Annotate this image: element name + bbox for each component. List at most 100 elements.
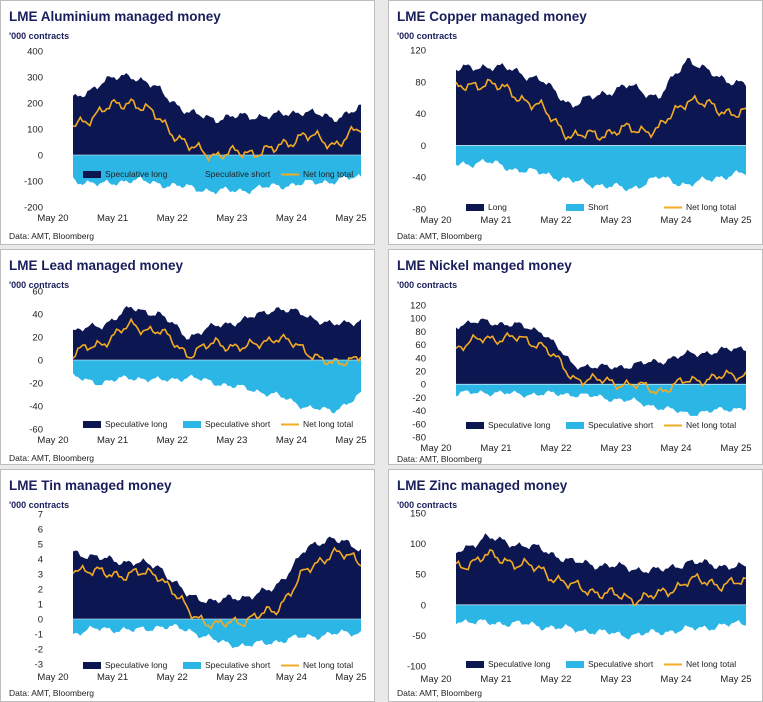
x-tick-label: May 21 [480,215,511,226]
x-tick-label: May 24 [276,213,307,224]
x-tick-label: May 20 [37,213,68,224]
chart-unit-label: '000 contracts [397,31,457,41]
y-tick-label: -50 [412,631,426,642]
y-tick-label: -20 [29,379,43,390]
chart-svg-copper: LME Copper managed money '000 contracts 12… [397,9,752,241]
x-tick-label: May 20 [37,435,68,446]
legend-swatch [83,171,101,178]
x-tick-label: May 25 [335,672,366,683]
y-tick-label: 80 [415,77,426,88]
x-tick-label: May 24 [276,672,307,683]
legend-swatch [566,422,584,429]
x-tick-label: May 21 [97,672,128,683]
y-tick-label: -1 [35,630,43,641]
chart-panel-zinc: LME Zinc managed money '000 contracts 150 1… [388,469,763,702]
x-tick-label: May 25 [335,435,366,446]
x-tick-label: May 22 [157,672,188,683]
series-area-short [456,604,746,640]
y-tick-label: 0 [38,615,43,626]
chart-unit-label: '000 contracts [9,280,69,290]
series-area-long [456,533,746,605]
y-tick-label: 60 [32,287,43,298]
chart-panel-nickel: LME Nickel manged money '000 contracts 120… [388,249,763,465]
legend-label: Speculative short [588,659,654,669]
legend-label: Speculative short [588,420,654,430]
series-line-net [72,546,362,630]
legend-swatch [566,204,584,211]
x-tick-label: May 23 [216,213,247,224]
y-tick-label: 0 [38,356,43,367]
series-area-short [456,384,746,416]
chart-title: LME Zinc managed money [397,478,568,493]
x-tick-label: May 23 [600,215,631,226]
legend-swatch [466,422,484,429]
y-tick-label: 40 [32,310,43,321]
y-tick-label: 0 [421,600,426,611]
series-line-net [72,98,362,163]
y-tick-label: -200 [24,203,43,214]
y-tick-label: -100 [407,662,426,673]
series-line-net [455,331,747,395]
y-tick-label: 100 [410,539,426,550]
legend-label: Speculative long [488,659,551,669]
x-tick-label: May 21 [97,435,128,446]
series-area-long [73,73,361,155]
series-area-short [73,155,361,195]
y-tick-label: -80 [412,205,426,216]
x-tick-label: May 23 [216,672,247,683]
chart-unit-label: '000 contracts [397,500,457,510]
chart-panel-aluminium: LME Aluminium managed money '000 contract… [0,0,375,245]
y-tick-label: 120 [410,301,426,312]
legend-swatch [466,661,484,668]
x-tick-label: May 20 [420,215,451,226]
legend-label: Speculative short [205,169,271,179]
y-tick-label: 4 [38,555,43,566]
x-tick-label: May 23 [600,443,631,454]
x-tick-label: May 21 [480,443,511,454]
legend-swatch [566,661,584,668]
chart-title: LME Copper managed money [397,9,587,24]
legend-label: Net long total [303,169,353,179]
chart-source: Data: AMT, Bloomberg [9,231,94,241]
legend-label: Net long total [303,419,353,429]
y-tick-label: 100 [410,314,426,325]
series-area-short [73,619,361,649]
y-tick-label: 2 [38,585,43,596]
y-tick-label: 3 [38,570,43,581]
x-tick-label: May 25 [720,443,751,454]
y-tick-label: -3 [35,660,43,671]
chart-source: Data: AMT, Bloomberg [9,453,94,463]
y-tick-label: -80 [412,433,426,444]
y-tick-label: -40 [412,406,426,417]
legend-swatch [183,421,201,428]
x-tick-label: May 24 [660,674,691,685]
x-tick-label: May 25 [720,674,751,685]
legend-label: Speculative short [205,660,271,670]
x-tick-label: May 21 [97,213,128,224]
legend-swatch [83,421,101,428]
x-tick-label: May 21 [480,674,511,685]
x-tick-label: May 25 [720,215,751,226]
x-tick-label: May 22 [157,213,188,224]
x-tick-label: May 20 [420,443,451,454]
y-tick-label: -40 [29,402,43,413]
legend-label: Speculative long [488,420,551,430]
y-tick-label: 400 [27,47,43,58]
legend-label: Net long total [686,202,736,212]
chart-source: Data: AMT, Bloomberg [397,688,482,698]
x-tick-label: May 23 [216,435,247,446]
y-tick-label: 0 [421,380,426,391]
x-tick-label: May 23 [600,674,631,685]
chart-svg-nickel: LME Nickel manged money '000 contracts 120… [397,258,752,464]
legend-swatch [183,171,201,178]
legend-swatch [83,662,101,669]
chart-title: LME Tin managed money [9,478,172,493]
chart-svg-aluminium: LME Aluminium managed money '000 contract… [9,9,367,241]
chart-title: LME Nickel manged money [397,258,572,273]
chart-title: LME Lead managed money [9,258,184,273]
chart-unit-label: '000 contracts [397,280,457,290]
y-tick-label: 0 [421,141,426,152]
y-tick-label: 0 [38,151,43,162]
y-tick-label: 300 [27,73,43,84]
series-area-long [73,306,361,360]
